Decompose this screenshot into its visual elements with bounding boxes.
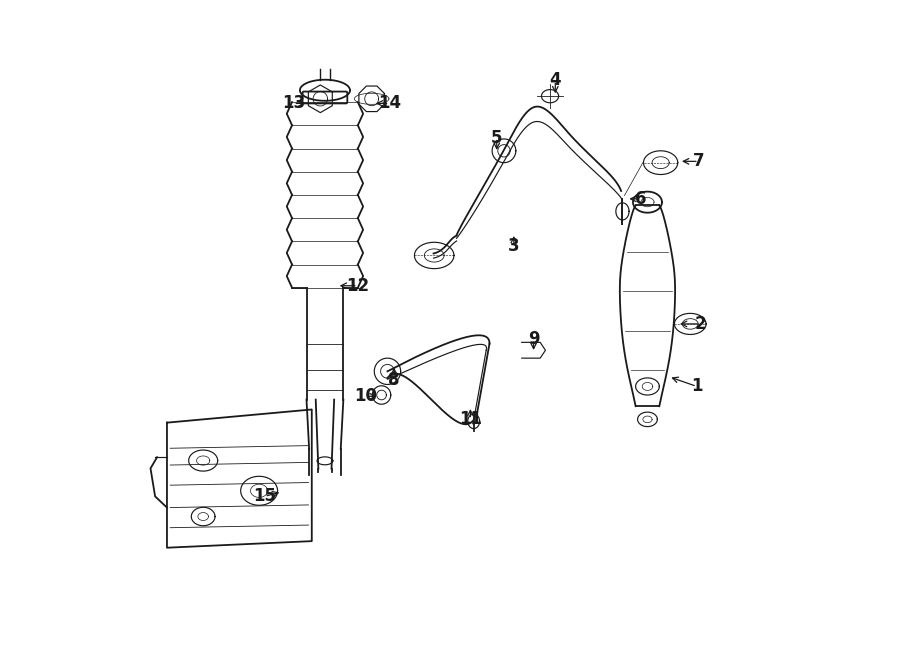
Text: 10: 10	[355, 387, 377, 405]
Text: 2: 2	[694, 315, 706, 333]
Text: 15: 15	[253, 487, 276, 506]
Text: 11: 11	[459, 410, 482, 428]
Text: 5: 5	[491, 129, 502, 147]
Text: 12: 12	[346, 277, 369, 295]
Text: 1: 1	[691, 377, 703, 395]
Text: 14: 14	[378, 95, 401, 112]
Text: 13: 13	[282, 95, 305, 112]
Text: 8: 8	[388, 371, 400, 389]
Text: 9: 9	[527, 330, 539, 348]
Text: 4: 4	[550, 71, 561, 89]
Text: 7: 7	[693, 152, 705, 171]
Text: 6: 6	[635, 190, 646, 208]
Text: 3: 3	[508, 237, 519, 255]
